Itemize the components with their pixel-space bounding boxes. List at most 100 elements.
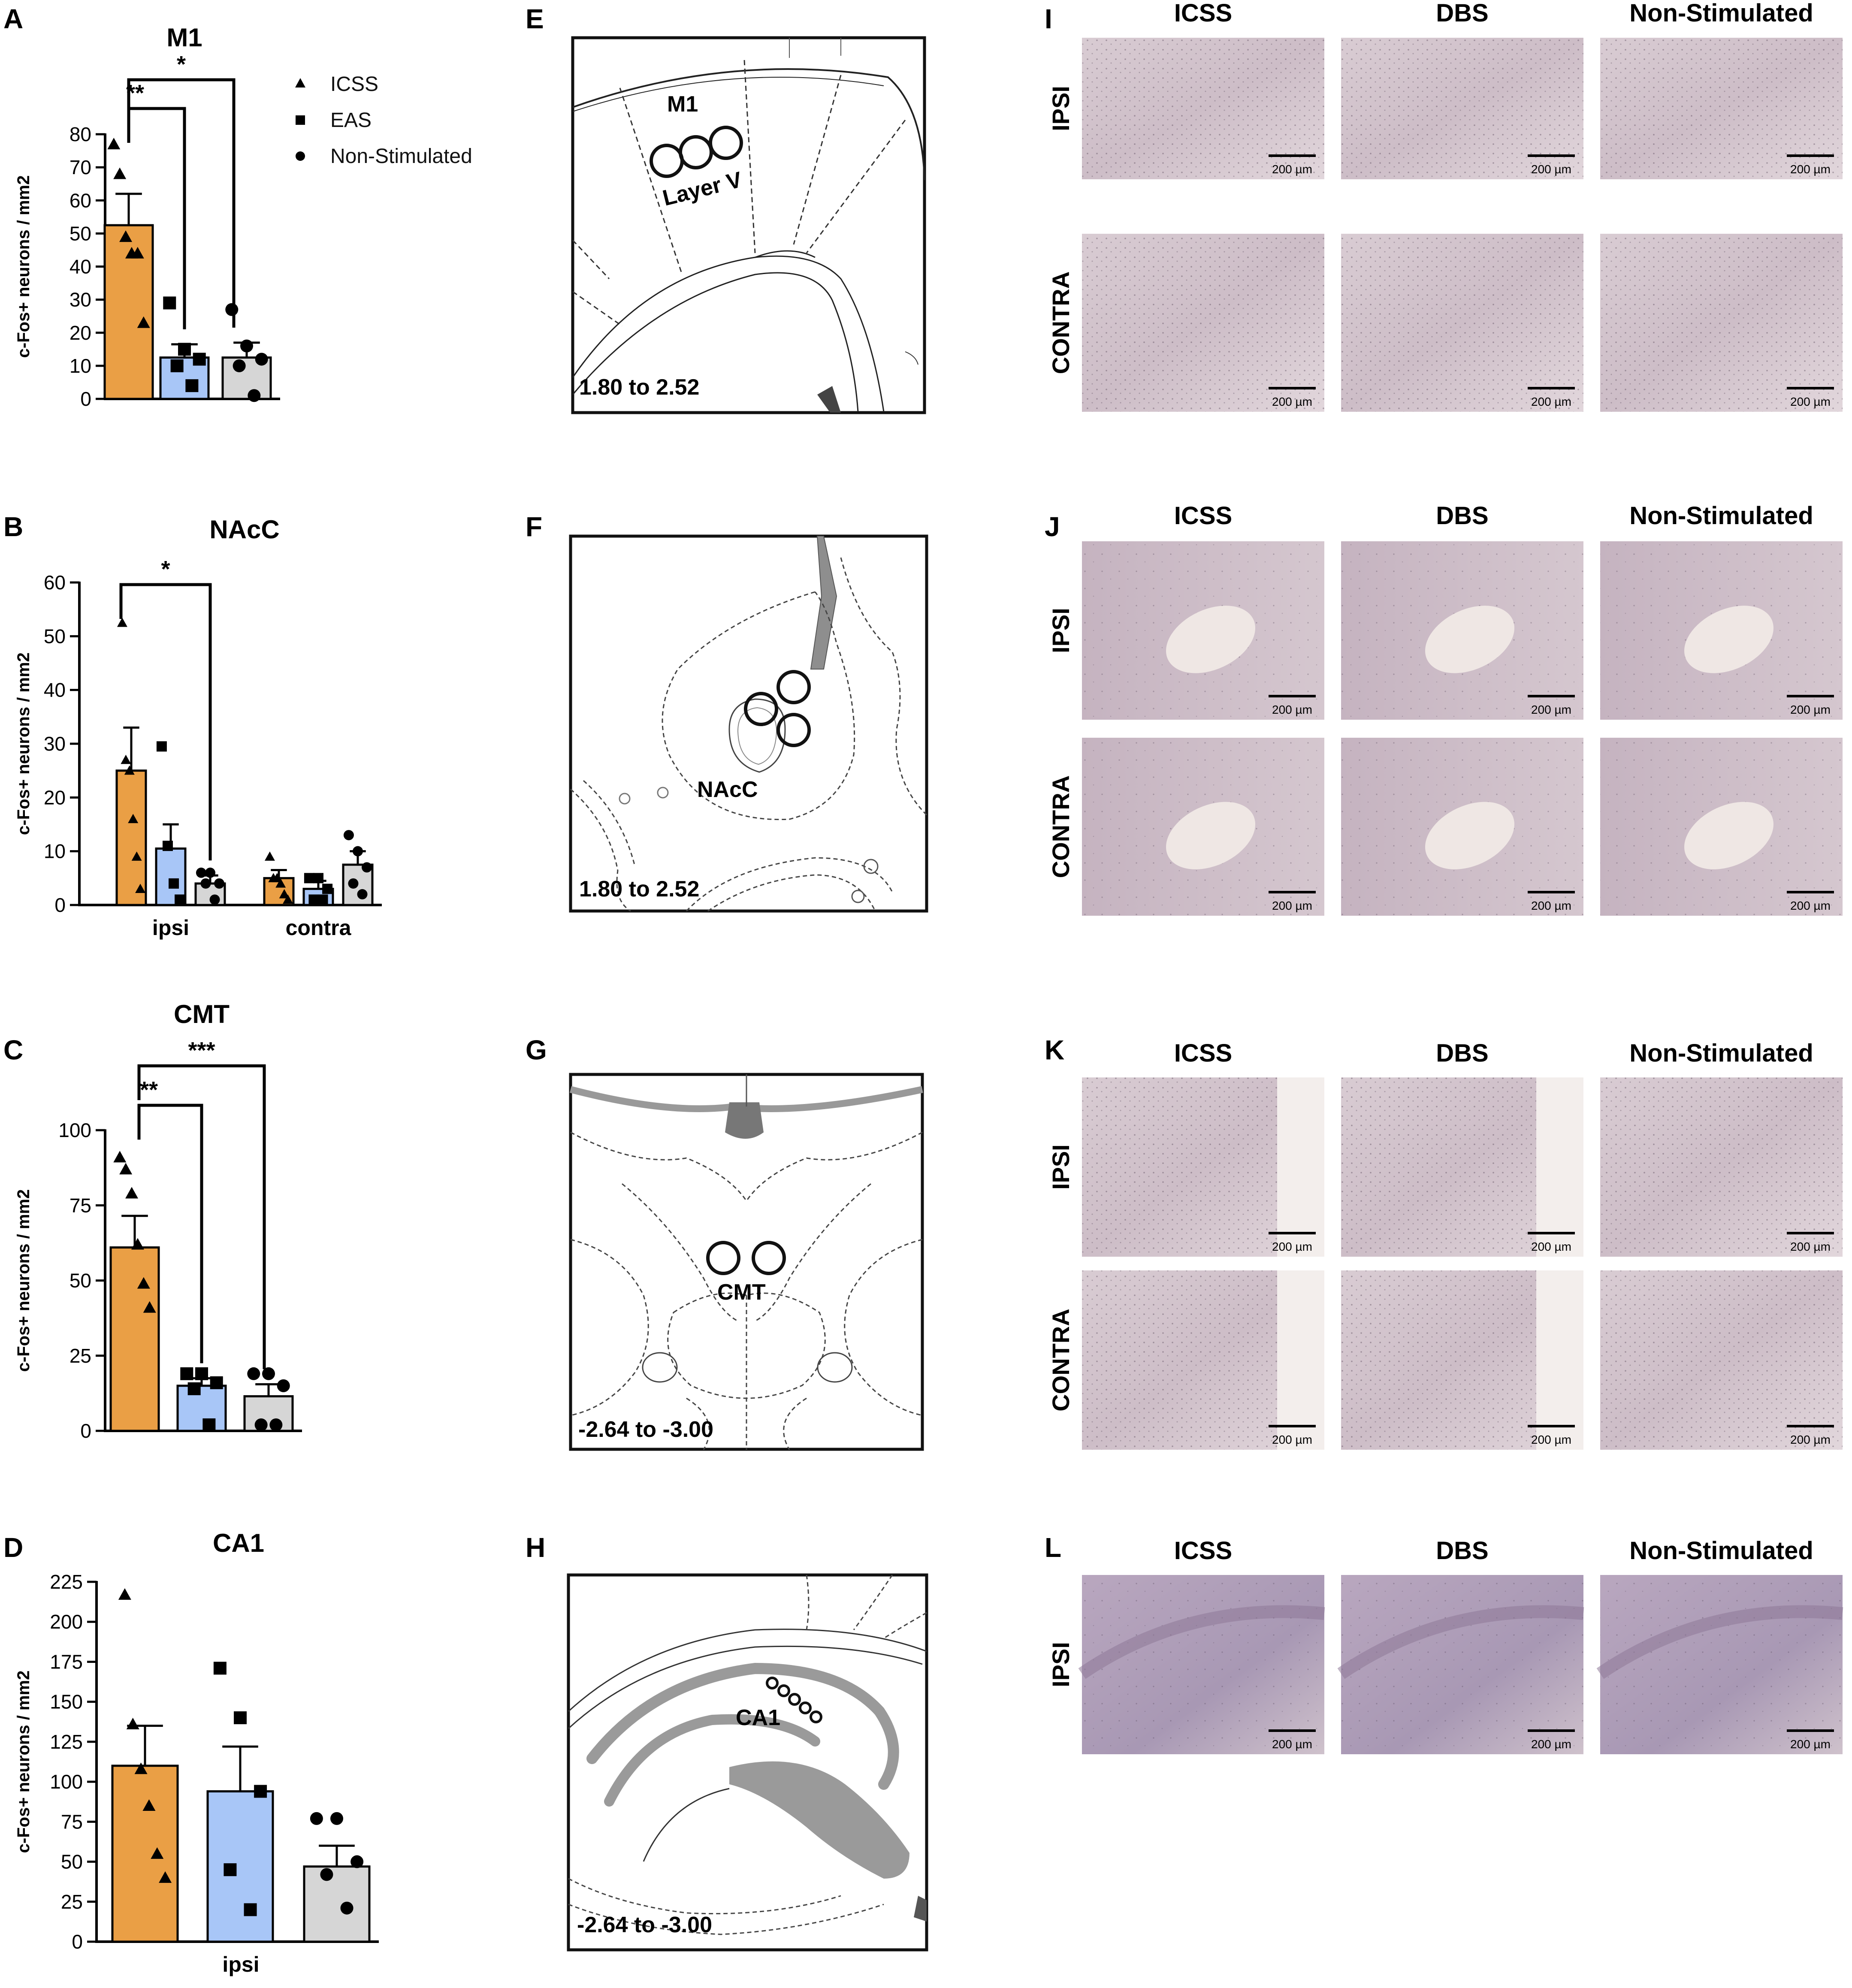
stained-cells <box>1600 234 1843 412</box>
significance-bracket <box>127 78 236 328</box>
bar-icss <box>103 224 154 400</box>
panel-letter-c: C <box>3 1035 23 1065</box>
data-point-square <box>213 1662 227 1675</box>
y-tick-label: 50 <box>69 1270 91 1292</box>
scale-bar-label: 200 µm <box>1790 899 1831 912</box>
x-group-label: ipsi <box>152 916 189 940</box>
chart-nacc: NAcC 0 10 20 30 40 50 60 c-Fos+ neurons / mm2 ips… <box>14 515 382 940</box>
data-point-circle <box>233 359 246 372</box>
section-label: IPSI <box>1047 608 1074 653</box>
y-tick-label: 70 <box>69 156 91 178</box>
data-point-circle <box>330 1812 343 1825</box>
scale-bar-label: 200 µm <box>1531 899 1571 912</box>
section-label: CONTRA <box>1047 272 1074 374</box>
pyramidal-layer <box>1078 1605 1325 1679</box>
scale-bar-label: 200 µm <box>1790 163 1831 176</box>
stained-cells <box>1082 1575 1324 1754</box>
y-tick-label: 10 <box>44 840 66 863</box>
chart-title: CA1 <box>213 1529 264 1557</box>
y-tick-label: 50 <box>61 1851 83 1873</box>
y-tick-label: 80 <box>69 123 91 145</box>
data-point-square <box>156 741 167 752</box>
stained-cells <box>1600 1575 1843 1754</box>
data-point-circle <box>343 830 354 841</box>
chart-title: CMT <box>174 1000 230 1029</box>
y-tick-label: 200 <box>50 1611 83 1633</box>
data-point-square <box>195 1367 208 1380</box>
data-point-triangle <box>159 1871 172 1883</box>
atlas-h-coord: -2.64 to -3.00 <box>577 1913 712 1937</box>
significance-bracket <box>137 1064 266 1370</box>
y-tick-label: 25 <box>61 1891 83 1913</box>
stained-cells <box>1600 1270 1843 1450</box>
panel-letters: A B C D E F G H I J K L <box>3 3 1064 1563</box>
data-point-circle <box>310 1812 323 1825</box>
column-header: ICSS <box>1174 0 1232 27</box>
y-tick-label: 0 <box>80 388 91 410</box>
data-point-circle <box>320 1868 333 1881</box>
data-point-circle <box>357 889 368 899</box>
panel-letter-k: K <box>1045 1035 1064 1065</box>
y-tick-label: 225 <box>50 1571 83 1593</box>
scale-bar-label: 200 µm <box>1531 1433 1571 1446</box>
panel-letter-d: D <box>3 1532 23 1563</box>
y-tick-label: 40 <box>69 256 91 278</box>
legend-label-non-stimulated: Non-Stimulated <box>330 145 472 168</box>
scale-bar-label: 200 µm <box>1531 163 1571 176</box>
data-point-triangle <box>128 814 139 824</box>
panel-letter-a: A <box>3 3 23 34</box>
y-tick-label: 75 <box>61 1810 83 1833</box>
scale-bar-label: 200 µm <box>1272 1240 1312 1253</box>
data-point-triangle <box>126 1717 139 1729</box>
y-tick-label: 0 <box>54 894 66 916</box>
atlas-e-coord: 1.80 to 2.52 <box>579 375 699 400</box>
legend-label-icss: ICSS <box>330 73 378 96</box>
pyramidal-layer <box>1337 1605 1584 1679</box>
data-point-circle <box>214 878 225 889</box>
panel-letter-h: H <box>526 1532 545 1563</box>
y-axis-label: c-Fos+ neurons / mm2 <box>14 1671 33 1853</box>
data-point-triangle <box>113 1151 127 1163</box>
y-tick-label: 30 <box>44 733 66 755</box>
data-point-triangle <box>279 889 290 899</box>
micrograph-row-i: ICSS DBS Non-Stimulated IPSI 200 µm 200 µm 200… <box>1047 0 1843 412</box>
data-point-circle <box>262 1367 275 1380</box>
y-axis-label: c-Fos+ neurons / mm2 <box>14 1189 33 1372</box>
y-axis-label: c-Fos+ neurons / mm2 <box>14 652 33 835</box>
data-point-circle <box>254 1418 268 1431</box>
data-point-circle <box>209 894 220 905</box>
panel-letter-j: J <box>1045 511 1060 542</box>
significance-bracket <box>127 107 186 329</box>
data-point-square <box>304 873 314 884</box>
bar-eas <box>176 1385 227 1432</box>
data-point-circle <box>240 339 253 353</box>
data-point-circle <box>353 846 363 857</box>
data-point-square <box>162 841 173 851</box>
section-label: CONTRA <box>1047 1309 1074 1412</box>
y-tick-label: 50 <box>44 625 66 647</box>
data-point-square <box>254 1785 267 1798</box>
stained-cells <box>1082 234 1324 412</box>
data-point-triangle <box>137 316 150 328</box>
data-point-square <box>175 894 185 905</box>
data-point-square <box>187 1382 201 1395</box>
atlas-g-coord: -2.64 to -3.00 <box>578 1417 713 1442</box>
significance-bracket <box>119 583 212 861</box>
column-header: Non-Stimulated <box>1629 1537 1813 1565</box>
y-tick-label: 125 <box>50 1731 83 1753</box>
data-point-square <box>170 359 184 372</box>
y-tick-label: 75 <box>69 1194 91 1216</box>
data-point-circle <box>225 303 239 316</box>
micrograph-grid: ICSS DBS Non-Stimulated IPSI 200 µm 200 µm 200… <box>1047 0 1843 1754</box>
y-tick-label: 60 <box>44 571 66 594</box>
data-point-triangle <box>124 765 135 775</box>
column-header: DBS <box>1436 1039 1488 1067</box>
data-point-triangle <box>275 878 286 888</box>
column-header: ICSS <box>1174 502 1232 530</box>
panel-letter-f: F <box>526 511 542 542</box>
data-point-square <box>169 878 179 889</box>
data-point-triangle <box>264 851 275 861</box>
data-point-square <box>210 1376 223 1389</box>
scale-bar-label: 200 µm <box>1272 395 1312 408</box>
x-group-label: contra <box>286 916 352 940</box>
